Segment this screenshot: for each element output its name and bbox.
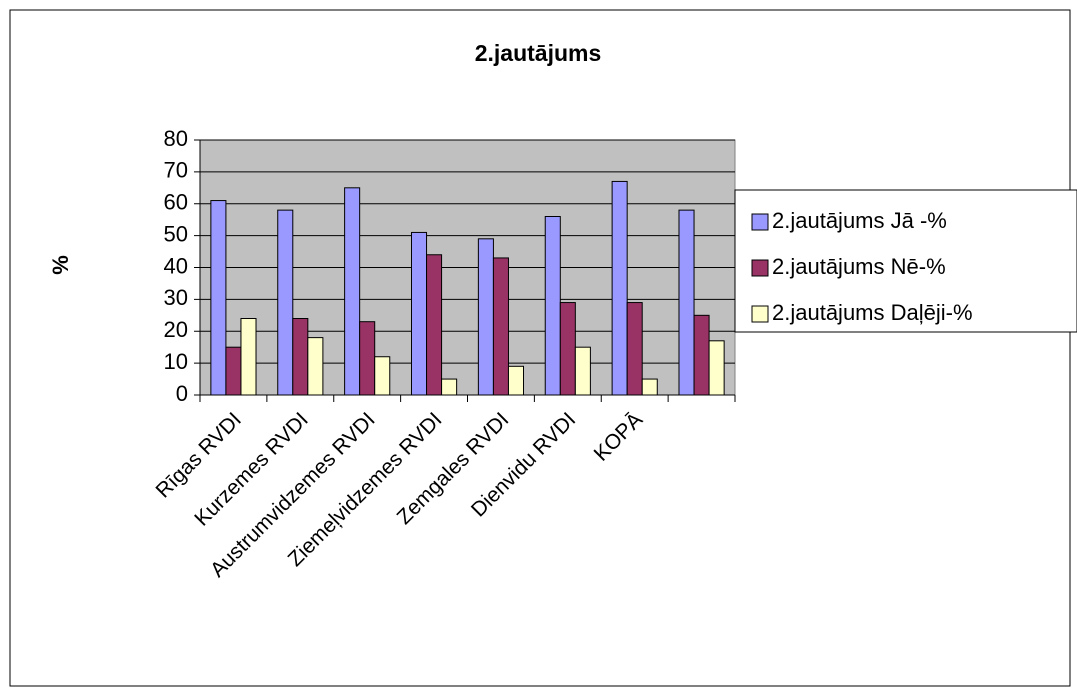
bar bbox=[441, 378, 458, 396]
y-tick-label: 0 bbox=[176, 381, 188, 406]
legend-label: 2.jautājums Nē-% bbox=[772, 254, 946, 279]
y-axis-label: % bbox=[48, 255, 73, 275]
bar bbox=[374, 356, 391, 396]
bar bbox=[225, 346, 242, 396]
legend-swatch bbox=[751, 213, 769, 231]
bar bbox=[641, 378, 658, 396]
bar bbox=[507, 365, 525, 396]
bar bbox=[693, 314, 710, 396]
bar bbox=[410, 231, 428, 396]
bar bbox=[277, 209, 294, 396]
bar bbox=[574, 346, 591, 396]
legend-label: 2.jautājums Daļēji-% bbox=[772, 300, 973, 325]
legend-label: 2.jautājums Jā -% bbox=[772, 208, 947, 233]
bar bbox=[559, 302, 576, 396]
legend-swatch bbox=[751, 305, 769, 323]
y-tick-label: 50 bbox=[164, 221, 188, 246]
bar bbox=[292, 318, 309, 396]
y-tick-label: 60 bbox=[164, 190, 188, 215]
y-tick-label: 80 bbox=[164, 126, 188, 151]
y-tick-label: 10 bbox=[164, 349, 188, 374]
legend bbox=[734, 189, 1077, 333]
y-tick-label: 30 bbox=[164, 285, 188, 310]
bar bbox=[626, 302, 643, 396]
bar bbox=[544, 216, 561, 396]
y-tick-label: 70 bbox=[164, 158, 188, 183]
y-tick-label: 20 bbox=[164, 317, 188, 342]
bar bbox=[307, 337, 324, 396]
bar bbox=[344, 187, 361, 396]
legend-swatch bbox=[751, 259, 769, 277]
chart-title: 2.jautājums bbox=[475, 40, 602, 66]
bar bbox=[678, 209, 695, 396]
y-tick-label: 40 bbox=[164, 253, 188, 278]
bar bbox=[210, 200, 227, 396]
bar bbox=[492, 257, 509, 396]
bar bbox=[708, 340, 725, 396]
bar bbox=[359, 321, 376, 396]
bar bbox=[426, 254, 443, 396]
bar bbox=[477, 238, 494, 396]
bar bbox=[611, 180, 628, 396]
bar bbox=[240, 318, 257, 396]
